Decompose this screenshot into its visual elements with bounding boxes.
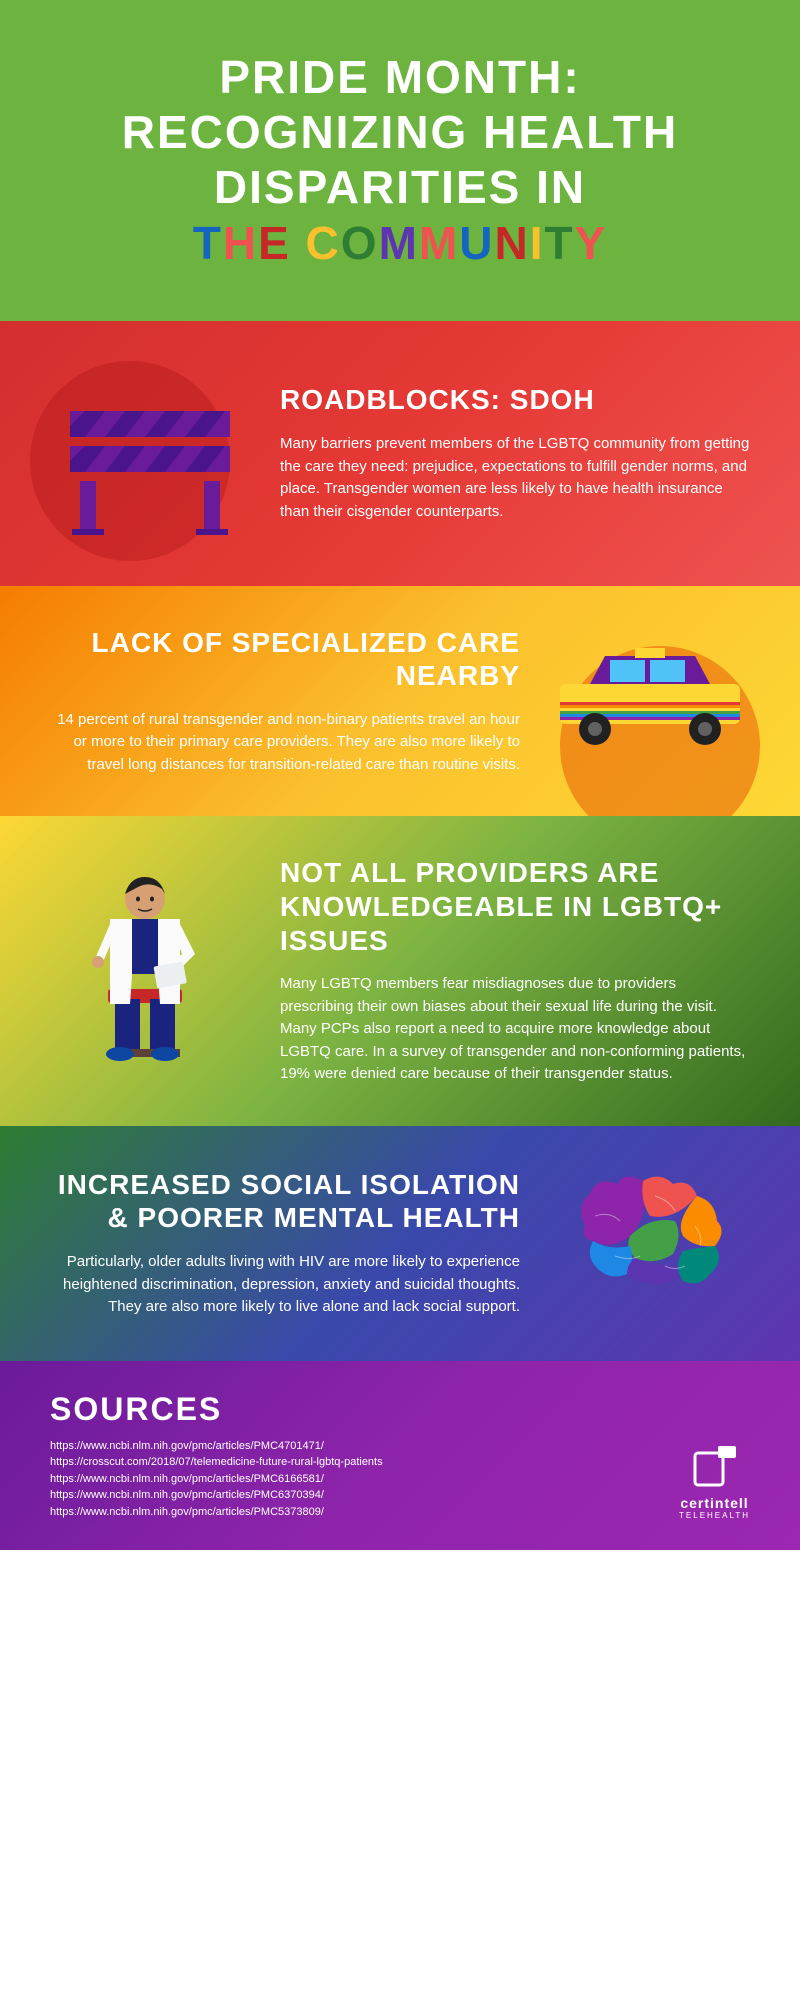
- doctor-icon: [50, 859, 250, 1084]
- rainbow-letter: U: [459, 217, 494, 269]
- logo-icon: [690, 1441, 740, 1491]
- section-body: Many barriers prevent members of the LGB…: [280, 433, 750, 523]
- rainbow-letter: T: [193, 217, 223, 269]
- title-line-2: RECOGNIZING HEALTH: [40, 105, 760, 160]
- page-title: PRIDE MONTH: RECOGNIZING HEALTH DISPARIT…: [40, 50, 760, 271]
- rainbow-letter: E: [258, 217, 291, 269]
- title-line-1: PRIDE MONTH:: [40, 50, 760, 105]
- rainbow-letter: O: [341, 217, 379, 269]
- rainbow-letter: M: [379, 217, 419, 269]
- header-banner: PRIDE MONTH: RECOGNIZING HEALTH DISPARIT…: [0, 0, 800, 321]
- logo-name: certintell: [679, 1495, 750, 1511]
- section-specialized-care: LACK OF SPECIALIZED CARE NEARBY 14 perce…: [0, 586, 800, 817]
- logo: certintell TELEHEALTH: [679, 1441, 750, 1520]
- sources-section: SOURCES https://www.ncbi.nlm.nih.gov/pmc…: [0, 1361, 800, 1551]
- source-item: https://www.ncbi.nlm.nih.gov/pmc/article…: [50, 1487, 750, 1504]
- rainbow-letter: C: [306, 217, 341, 269]
- brain-icon: [550, 1166, 750, 1321]
- section-title: ROADBLOCKS: SDOH: [280, 383, 750, 417]
- section-providers: NOT ALL PROVIDERS ARE KNOWLEDGEABLE IN L…: [0, 816, 800, 1125]
- taxi-icon: [550, 644, 750, 759]
- section-isolation: INCREASED SOCIAL ISOLATION & POORER MENT…: [0, 1126, 800, 1361]
- barrier-icon: [50, 361, 250, 546]
- rainbow-letter: I: [530, 217, 545, 269]
- section-body: Particularly, older adults living with H…: [50, 1251, 520, 1319]
- source-item: https://www.ncbi.nlm.nih.gov/pmc/article…: [50, 1504, 750, 1521]
- title-rainbow: THE COMMUNITY: [40, 216, 760, 271]
- sources-list: https://www.ncbi.nlm.nih.gov/pmc/article…: [50, 1438, 750, 1521]
- section-body: 14 percent of rural transgender and non-…: [50, 709, 520, 777]
- section-title: NOT ALL PROVIDERS ARE KNOWLEDGEABLE IN L…: [280, 856, 750, 957]
- rainbow-letter: T: [544, 217, 574, 269]
- section-body: Many LGBTQ members fear misdiagnoses due…: [280, 973, 750, 1086]
- rainbow-letter: [291, 217, 306, 269]
- rainbow-letter: M: [419, 217, 459, 269]
- section-title: LACK OF SPECIALIZED CARE NEARBY: [50, 626, 520, 693]
- rainbow-letter: N: [494, 217, 529, 269]
- source-item: https://www.ncbi.nlm.nih.gov/pmc/article…: [50, 1471, 750, 1488]
- source-item: https://www.ncbi.nlm.nih.gov/pmc/article…: [50, 1438, 750, 1455]
- rainbow-letter: Y: [575, 217, 608, 269]
- title-line-3: DISPARITIES IN: [40, 160, 760, 215]
- section-title: INCREASED SOCIAL ISOLATION & POORER MENT…: [50, 1168, 520, 1235]
- rainbow-letter: H: [223, 217, 258, 269]
- logo-sub: TELEHEALTH: [679, 1511, 750, 1520]
- sources-title: SOURCES: [50, 1391, 750, 1428]
- section-roadblocks: ROADBLOCKS: SDOH Many barriers prevent m…: [0, 321, 800, 586]
- source-item: https://crosscut.com/2018/07/telemedicin…: [50, 1454, 750, 1471]
- content-area: ROADBLOCKS: SDOH Many barriers prevent m…: [0, 321, 800, 1550]
